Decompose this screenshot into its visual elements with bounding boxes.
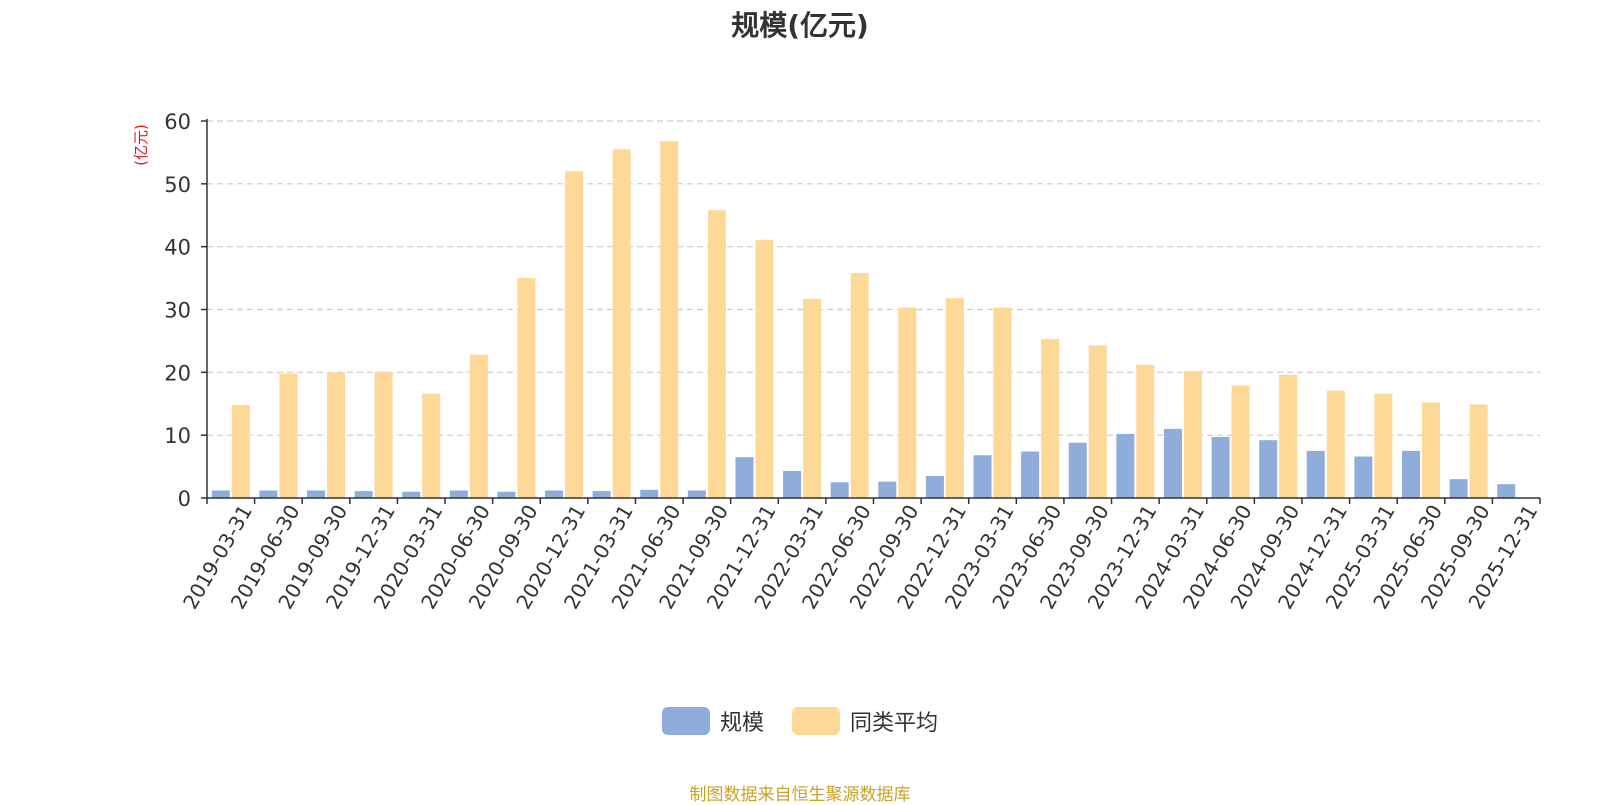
bar-peer-average (707, 210, 726, 498)
bar-peer-average (374, 371, 393, 498)
bar-peer-average (803, 298, 822, 498)
bar-scale (449, 490, 468, 498)
bar-scale (973, 455, 992, 498)
y-tick-label: 20 (164, 361, 191, 385)
bar-scale (259, 490, 278, 498)
bar-scale (925, 476, 944, 498)
legend-label: 同类平均 (850, 711, 939, 736)
bar-scale (878, 481, 897, 498)
bar-peer-average (850, 273, 869, 498)
bar-scale (1211, 437, 1230, 498)
legend-swatch (661, 707, 710, 735)
bar-scale (592, 491, 611, 498)
bar-scale (1401, 450, 1420, 498)
bar-scale (497, 491, 516, 498)
bar-scale (1068, 442, 1087, 498)
bar-peer-average (279, 373, 298, 498)
bar-peer-average (660, 141, 679, 498)
bar-scale (1116, 433, 1135, 498)
bar-peer-average (1374, 393, 1393, 498)
bar-scale (830, 482, 849, 498)
bar-scale (354, 491, 373, 498)
bar-peer-average (1231, 385, 1250, 498)
bar-peer-average (612, 149, 631, 498)
bar-scale (640, 489, 659, 498)
bar-scale (402, 491, 421, 498)
bar-peer-average (1041, 339, 1060, 498)
bar-peer-average (565, 171, 584, 498)
bar-scale (1259, 440, 1278, 498)
legend-label: 规模 (719, 711, 764, 736)
bar-chart: 01020304050602019-03-312019-06-302019-09… (132, 110, 1542, 613)
bar-scale (735, 457, 754, 498)
bar-peer-average (945, 298, 964, 498)
legend-item[interactable]: 规模 (661, 705, 764, 737)
bar-scale (1449, 479, 1468, 498)
y-axis-unit-label: (亿元) (132, 124, 150, 166)
y-tick-label: 30 (164, 299, 191, 323)
y-tick-label: 0 (178, 487, 191, 511)
y-tick-label: 40 (164, 236, 191, 260)
bar-scale (211, 490, 230, 498)
bar-peer-average (1088, 345, 1107, 498)
bar-peer-average (1421, 402, 1440, 498)
bar-peer-average (1279, 374, 1298, 498)
bar-peer-average (327, 372, 346, 498)
source-note: 制图数据来自恒生聚源数据库 (689, 785, 911, 805)
bar-peer-average (422, 393, 441, 498)
bar-scale (1354, 456, 1373, 498)
bar-peer-average (898, 307, 917, 498)
bar-peer-average (1183, 371, 1202, 498)
legend-item[interactable]: 同类平均 (792, 705, 938, 737)
bar-scale (1021, 451, 1040, 498)
bar-peer-average (1469, 404, 1488, 498)
bar-peer-average (231, 405, 250, 498)
bar-scale (307, 490, 326, 498)
bar-peer-average (517, 278, 536, 498)
chart-title: 规模(亿元) (731, 9, 869, 42)
bar-scale (783, 470, 802, 498)
bar-peer-average (469, 354, 488, 498)
y-tick-label: 50 (164, 173, 191, 197)
y-tick-label: 10 (164, 424, 191, 448)
bars (211, 141, 1516, 498)
bar-peer-average (1136, 364, 1155, 498)
bar-peer-average (993, 307, 1012, 498)
bar-scale (545, 490, 564, 498)
bar-scale (687, 490, 706, 498)
legend: 规模 同类平均 (0, 705, 1600, 737)
grid-lines (207, 120, 1540, 436)
bar-scale (1306, 450, 1325, 498)
bar-peer-average (1326, 390, 1345, 498)
bar-peer-average (755, 239, 774, 498)
bar-scale (1497, 484, 1516, 498)
legend-swatch (792, 707, 840, 735)
bar-scale (1163, 428, 1182, 498)
y-tick-label: 60 (164, 110, 191, 134)
